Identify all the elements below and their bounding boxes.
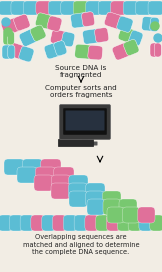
FancyBboxPatch shape bbox=[51, 183, 70, 199]
FancyBboxPatch shape bbox=[11, 1, 26, 15]
FancyBboxPatch shape bbox=[4, 159, 24, 175]
FancyBboxPatch shape bbox=[1, 15, 29, 35]
FancyBboxPatch shape bbox=[0, 215, 12, 231]
FancyBboxPatch shape bbox=[119, 199, 137, 215]
FancyBboxPatch shape bbox=[123, 39, 139, 55]
Circle shape bbox=[4, 28, 12, 36]
FancyBboxPatch shape bbox=[61, 32, 75, 47]
FancyBboxPatch shape bbox=[106, 215, 120, 231]
FancyBboxPatch shape bbox=[112, 40, 138, 60]
FancyBboxPatch shape bbox=[17, 167, 37, 183]
FancyBboxPatch shape bbox=[20, 215, 34, 231]
FancyBboxPatch shape bbox=[51, 175, 71, 191]
Text: Overlapping sequences are
matched and aligned to determine
the complete DNA sequ: Overlapping sequences are matched and al… bbox=[23, 234, 139, 255]
FancyBboxPatch shape bbox=[73, 141, 98, 146]
FancyBboxPatch shape bbox=[74, 215, 88, 231]
FancyBboxPatch shape bbox=[22, 159, 43, 175]
FancyBboxPatch shape bbox=[150, 43, 160, 57]
FancyBboxPatch shape bbox=[63, 108, 107, 135]
FancyBboxPatch shape bbox=[148, 1, 162, 15]
FancyBboxPatch shape bbox=[87, 199, 105, 215]
FancyBboxPatch shape bbox=[96, 215, 110, 231]
FancyBboxPatch shape bbox=[36, 1, 51, 15]
FancyBboxPatch shape bbox=[19, 46, 34, 62]
FancyBboxPatch shape bbox=[54, 41, 67, 56]
FancyBboxPatch shape bbox=[98, 1, 114, 15]
FancyBboxPatch shape bbox=[128, 215, 142, 231]
FancyBboxPatch shape bbox=[41, 159, 61, 175]
FancyBboxPatch shape bbox=[129, 30, 143, 46]
FancyBboxPatch shape bbox=[14, 14, 30, 31]
FancyBboxPatch shape bbox=[68, 183, 88, 199]
FancyBboxPatch shape bbox=[3, 31, 13, 45]
FancyBboxPatch shape bbox=[65, 110, 104, 131]
FancyBboxPatch shape bbox=[7, 31, 14, 45]
FancyBboxPatch shape bbox=[86, 1, 101, 15]
FancyBboxPatch shape bbox=[138, 207, 155, 223]
FancyBboxPatch shape bbox=[69, 175, 88, 191]
FancyBboxPatch shape bbox=[42, 215, 56, 231]
FancyBboxPatch shape bbox=[139, 215, 153, 231]
FancyBboxPatch shape bbox=[0, 1, 14, 15]
FancyBboxPatch shape bbox=[95, 28, 109, 42]
Polygon shape bbox=[81, 137, 89, 143]
Text: Computer sorts and
orders fragments: Computer sorts and orders fragments bbox=[45, 85, 117, 98]
FancyBboxPatch shape bbox=[117, 16, 133, 32]
FancyBboxPatch shape bbox=[54, 167, 74, 183]
FancyBboxPatch shape bbox=[150, 17, 159, 32]
FancyBboxPatch shape bbox=[123, 1, 139, 15]
FancyBboxPatch shape bbox=[7, 42, 33, 61]
FancyBboxPatch shape bbox=[88, 45, 103, 60]
FancyBboxPatch shape bbox=[35, 13, 61, 31]
FancyBboxPatch shape bbox=[9, 215, 23, 231]
FancyBboxPatch shape bbox=[69, 191, 88, 207]
FancyBboxPatch shape bbox=[19, 26, 45, 47]
FancyBboxPatch shape bbox=[86, 191, 104, 207]
FancyBboxPatch shape bbox=[59, 104, 110, 140]
FancyBboxPatch shape bbox=[103, 199, 121, 215]
Circle shape bbox=[154, 34, 162, 42]
FancyBboxPatch shape bbox=[44, 41, 66, 59]
FancyBboxPatch shape bbox=[75, 44, 101, 60]
FancyBboxPatch shape bbox=[150, 215, 162, 231]
FancyBboxPatch shape bbox=[48, 1, 64, 15]
FancyBboxPatch shape bbox=[83, 28, 107, 44]
FancyBboxPatch shape bbox=[34, 175, 53, 191]
Text: Source DNA is
fragmented: Source DNA is fragmented bbox=[55, 65, 107, 79]
FancyBboxPatch shape bbox=[81, 12, 95, 26]
FancyBboxPatch shape bbox=[154, 43, 161, 57]
FancyBboxPatch shape bbox=[102, 191, 121, 207]
FancyBboxPatch shape bbox=[85, 215, 99, 231]
FancyBboxPatch shape bbox=[63, 215, 77, 231]
FancyBboxPatch shape bbox=[50, 29, 74, 47]
FancyBboxPatch shape bbox=[71, 12, 93, 28]
FancyBboxPatch shape bbox=[104, 12, 132, 32]
FancyBboxPatch shape bbox=[2, 45, 14, 59]
FancyBboxPatch shape bbox=[47, 16, 62, 32]
FancyBboxPatch shape bbox=[122, 207, 140, 223]
Circle shape bbox=[151, 22, 159, 30]
FancyBboxPatch shape bbox=[86, 183, 105, 199]
FancyBboxPatch shape bbox=[107, 207, 124, 223]
FancyBboxPatch shape bbox=[35, 167, 56, 183]
FancyBboxPatch shape bbox=[8, 45, 15, 59]
FancyBboxPatch shape bbox=[111, 1, 126, 15]
FancyBboxPatch shape bbox=[136, 1, 151, 15]
FancyBboxPatch shape bbox=[142, 17, 158, 31]
FancyBboxPatch shape bbox=[30, 25, 46, 41]
FancyBboxPatch shape bbox=[118, 27, 142, 45]
FancyBboxPatch shape bbox=[58, 139, 94, 147]
FancyBboxPatch shape bbox=[31, 215, 45, 231]
FancyBboxPatch shape bbox=[61, 1, 76, 15]
FancyBboxPatch shape bbox=[23, 1, 39, 15]
Circle shape bbox=[2, 18, 10, 26]
FancyBboxPatch shape bbox=[52, 215, 66, 231]
FancyBboxPatch shape bbox=[117, 215, 131, 231]
FancyBboxPatch shape bbox=[73, 1, 89, 15]
